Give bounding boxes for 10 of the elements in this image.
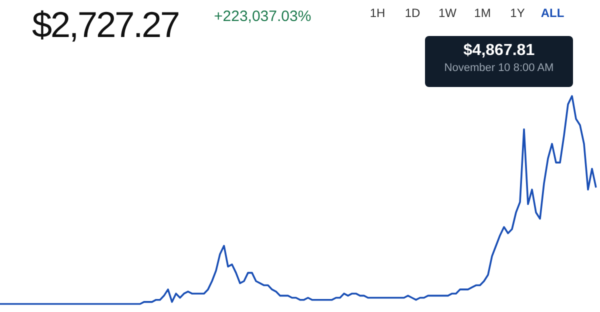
text: 1Y bbox=[509, 6, 526, 20]
text: 1H bbox=[368, 6, 386, 20]
text: 1W bbox=[438, 6, 458, 20]
text: ALL bbox=[540, 6, 566, 20]
chart-title: $2,727.27 bbox=[32, 4, 179, 46]
text: 1M bbox=[473, 6, 492, 20]
text: 1D bbox=[404, 6, 422, 20]
text: November 10 8:00 AM bbox=[443, 62, 555, 74]
text: $4,867.81 bbox=[462, 42, 536, 60]
chart-subtitle: +223,037.03% bbox=[214, 8, 312, 25]
